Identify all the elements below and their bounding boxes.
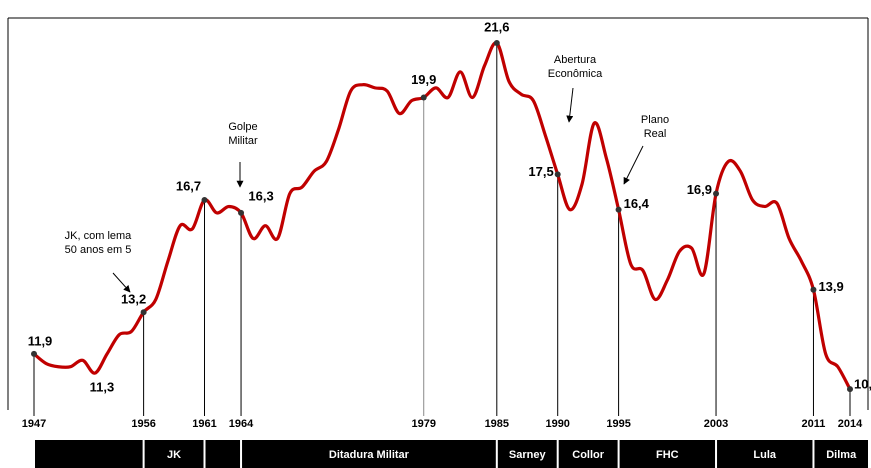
value-label: 16,4 [624,196,650,211]
point [810,286,817,293]
period-block [558,440,618,468]
period-block [144,440,204,468]
annotation-arrow [112,272,131,293]
x-tick-label: 1990 [545,418,569,430]
period-block [242,440,496,468]
value-label: 10, [854,377,871,392]
x-tick-label: 1979 [411,418,435,430]
point [201,197,208,204]
value-label: 13,9 [818,279,843,294]
x-tick-label: 2014 [838,418,863,430]
value-label: 11,9 [28,333,53,348]
annotation: JK, com lema [65,230,133,242]
annotation: Real [644,128,667,140]
annotation: Abertura [554,54,597,66]
value-label: 19,9 [411,72,436,87]
x-tick-label: 2003 [704,418,728,430]
annotation: Plano [641,114,669,126]
period-label: JK [167,449,181,461]
value-label: 16,7 [176,178,201,193]
x-tick-label: 1947 [22,418,46,430]
annotation: Econômica [548,68,603,80]
point [420,94,427,101]
annotation: Golpe [228,121,257,133]
period-label: Sarney [509,449,547,461]
x-tick-label: 1956 [131,418,155,430]
period-block [619,440,716,468]
value-label: 13,2 [121,292,146,307]
x-tick-label: 1961 [192,418,216,430]
point [140,309,147,316]
point [493,40,500,47]
period-label: FHC [656,449,679,461]
period-label: Dilma [826,449,857,461]
period-block [497,440,557,468]
period-block [35,440,143,468]
point [847,386,853,393]
period-label: Ditadura Militar [329,449,410,461]
period-label: Collor [572,449,604,461]
period-block [205,440,241,468]
x-tick-label: 1995 [606,418,630,430]
annotation-arrow [566,87,574,123]
line-series [32,41,852,391]
value-label: 16,9 [687,182,712,197]
period-label: Lula [753,449,776,461]
x-tick-label: 1985 [485,418,509,430]
point [713,190,720,197]
x-tick-label: 1964 [229,418,254,430]
annotation: Militar [228,135,258,147]
x-tick-label: 2011 [802,418,826,430]
value-label: 21,6 [484,19,509,34]
point [615,206,622,213]
value-label: 17,5 [528,164,553,179]
point [554,171,561,178]
annotation: 50 anos em 5 [65,244,132,256]
value-label: 16,3 [248,188,273,203]
period-block [814,440,868,468]
value-label: 11,3 [90,380,115,395]
period-block [717,440,813,468]
point [238,209,245,216]
point [31,350,37,357]
annotation-arrow [623,145,644,185]
